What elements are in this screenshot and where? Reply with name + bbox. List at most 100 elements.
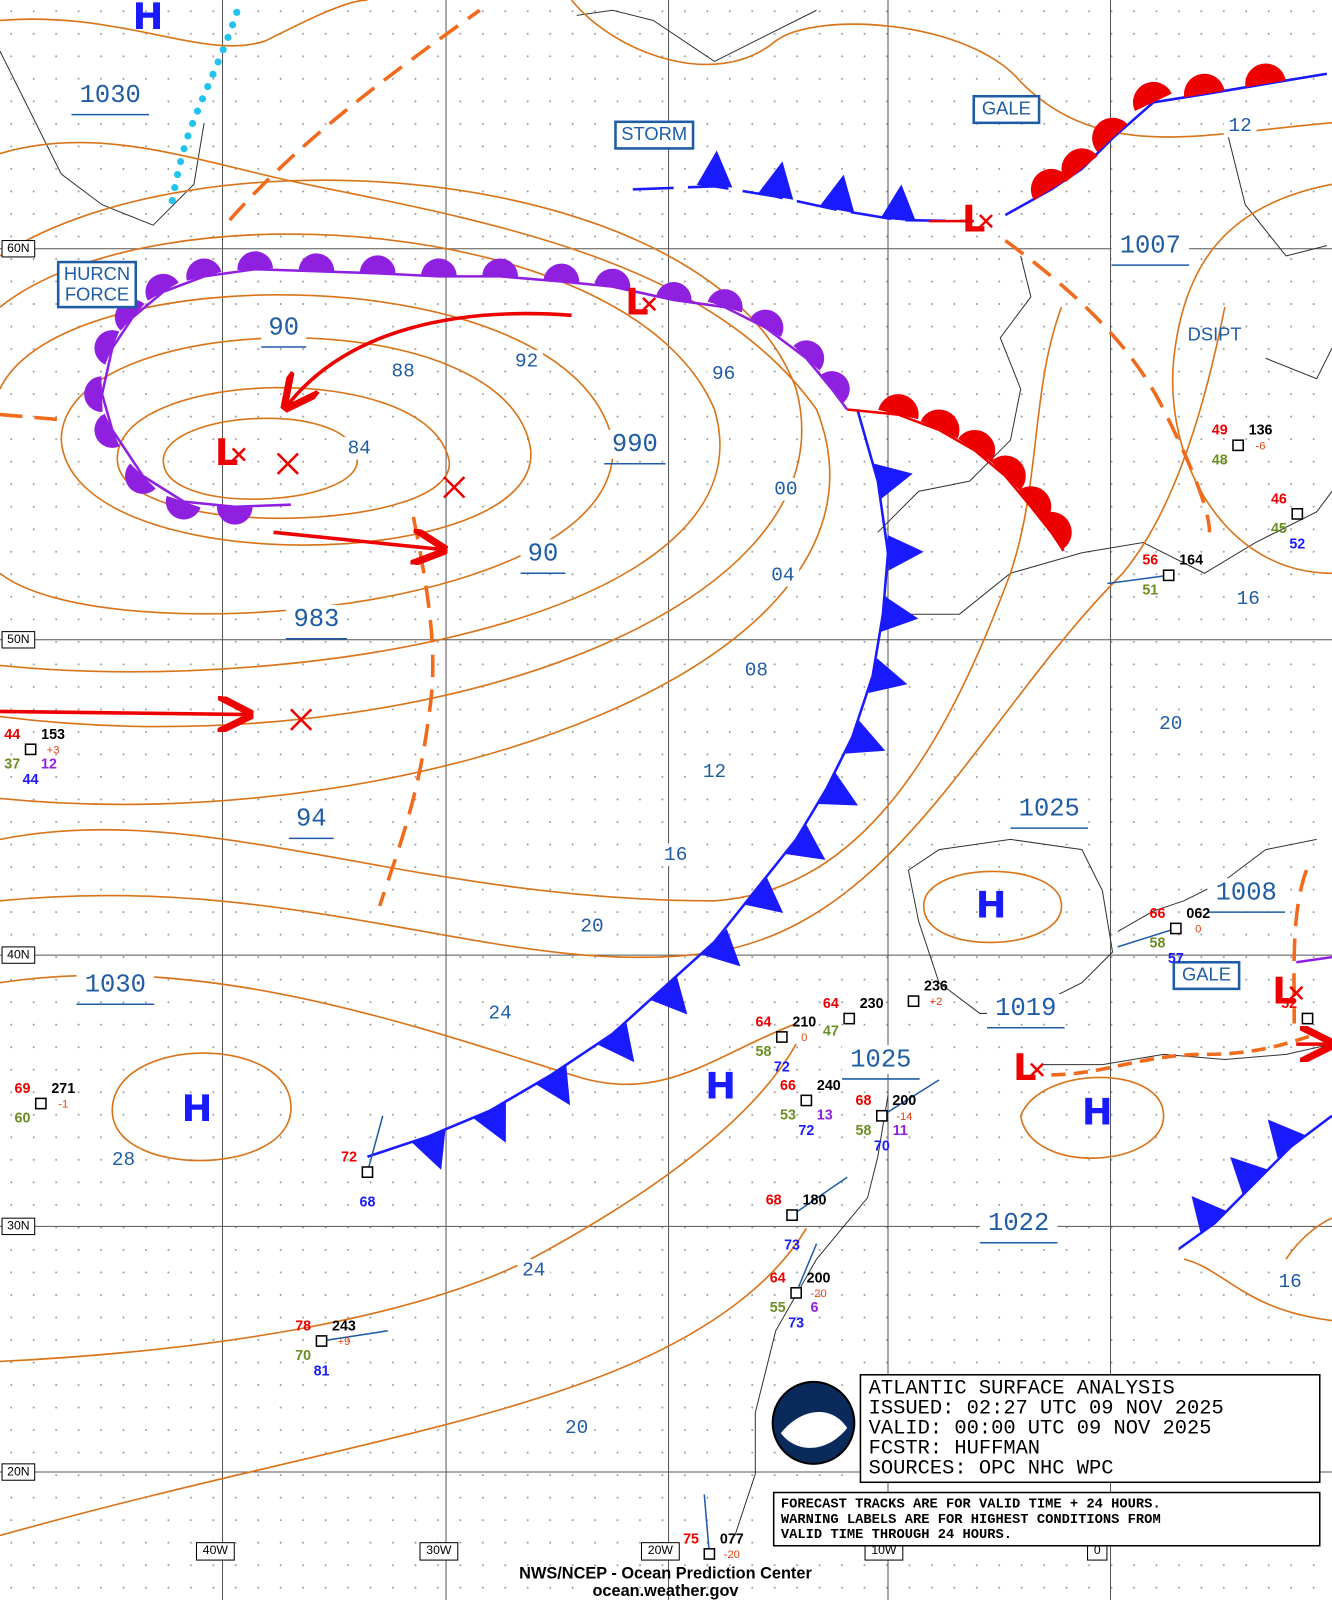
warning-label: STORM [621, 123, 687, 144]
isobar [0, 1227, 808, 1537]
isobar-label: 12 [1229, 115, 1252, 137]
label-mask [740, 659, 773, 682]
station-marker [1301, 1012, 1314, 1025]
station-value: 12 [41, 756, 57, 772]
label-mask [1223, 114, 1257, 138]
low-center: L [1013, 1046, 1036, 1089]
pressure-label: 1025 [850, 1045, 911, 1074]
station-value: 236 [924, 979, 948, 995]
latitude-label: 20N [7, 1464, 29, 1478]
label-mask [261, 313, 307, 342]
warning-label: HURCN [64, 263, 130, 284]
coastline [1041, 1043, 1332, 1066]
trough [228, 8, 481, 222]
warning-box [972, 94, 1041, 125]
pressure-label: 94 [296, 805, 327, 834]
wind-barb [1107, 574, 1169, 585]
label-mask [1010, 794, 1089, 824]
label-mask [520, 539, 566, 569]
station-value: 73 [788, 1315, 804, 1331]
station-value: 44 [23, 772, 39, 788]
storm-track [273, 532, 444, 549]
station-value: 44 [4, 727, 20, 743]
station-value: 0 [1195, 923, 1201, 935]
station-marker [361, 1166, 374, 1178]
station-value: 164 [1179, 553, 1203, 569]
station-value: 077 [720, 1531, 744, 1547]
station-value: 73 [784, 1238, 800, 1254]
longitude-label: 20W [648, 1543, 674, 1557]
label-mask [517, 1259, 551, 1282]
lat-box [1, 946, 36, 964]
station-value: +3 [47, 744, 60, 756]
pressure-label: 90 [528, 540, 559, 569]
latitude-label: 50N [7, 632, 29, 646]
label-mask [987, 993, 1065, 1023]
lon-box [195, 1542, 235, 1561]
pressure-label: 1022 [988, 1209, 1049, 1238]
latitude-label: 30N [7, 1219, 29, 1233]
isobar-label: 24 [522, 1259, 545, 1281]
isobar-label: 16 [664, 844, 687, 866]
longitude-label: 0 [1094, 1543, 1101, 1557]
label-mask [1231, 587, 1265, 611]
title-line: ATLANTIC SURFACE ANALYSIS [869, 1377, 1175, 1400]
station-marker [800, 1094, 813, 1107]
wind-barb [881, 1079, 940, 1117]
station-value: 47 [823, 1024, 839, 1040]
low-x [978, 214, 994, 229]
label-mask [76, 970, 155, 1000]
station-marker [907, 995, 920, 1008]
wind-barb [366, 1115, 384, 1173]
station-value: 0 [801, 1032, 807, 1044]
longitude-label: 30W [426, 1543, 452, 1557]
station-marker [790, 1287, 803, 1299]
station-marker [1162, 569, 1175, 582]
isobar [0, 0, 368, 47]
low-center: L [1272, 969, 1295, 1012]
station-value: 271 [51, 1081, 75, 1097]
station-value: 46 [1271, 491, 1287, 507]
station-value: 68 [360, 1195, 376, 1211]
warning-box [1172, 960, 1241, 991]
cold-front [367, 409, 924, 1170]
coastline [898, 491, 1332, 615]
coastline [576, 9, 817, 63]
station-value: 210 [792, 1014, 816, 1030]
warning-box [56, 260, 138, 309]
station-value: 75 [683, 1531, 699, 1547]
station-value: 062 [1186, 906, 1210, 922]
warm-front [847, 394, 1072, 552]
station-marker [1232, 439, 1244, 452]
title-line: FCSTR: HUFFMAN [869, 1437, 1040, 1460]
station-value: +9 [338, 1336, 351, 1348]
label-mask [510, 350, 544, 373]
low-x [231, 447, 246, 462]
station-value: 68 [856, 1093, 872, 1109]
station-marker [315, 1335, 328, 1347]
low-x [1029, 1062, 1045, 1077]
pressure-label: 1008 [1216, 878, 1277, 907]
isobar-label: 04 [771, 564, 794, 586]
station-value: 240 [817, 1078, 841, 1094]
wind-barb [703, 1494, 711, 1555]
pressure-label: 1030 [85, 971, 146, 1000]
high-center: H [182, 1087, 213, 1130]
low-center: L [215, 431, 238, 474]
isobar-label: 16 [1237, 588, 1260, 610]
station-value: 58 [856, 1123, 872, 1139]
cold-front [1178, 1114, 1332, 1250]
note-line: WARNING LABELS ARE FOR HIGHEST CONDITION… [781, 1513, 1161, 1528]
longitude-label: 10W [871, 1543, 897, 1557]
station-value: 78 [295, 1318, 311, 1334]
latitude-label: 40N [7, 947, 29, 961]
low-center: L [625, 280, 648, 323]
footer-url: ocean.weather.gov [592, 1582, 739, 1600]
station-value: 6 [811, 1300, 819, 1316]
station-value: 57 [1168, 951, 1184, 967]
station-value: -14 [896, 1111, 912, 1123]
low-center: L [962, 198, 985, 241]
isobar-label: 12 [703, 761, 726, 783]
station-value: 66 [1150, 906, 1166, 922]
label-mask [698, 760, 731, 784]
